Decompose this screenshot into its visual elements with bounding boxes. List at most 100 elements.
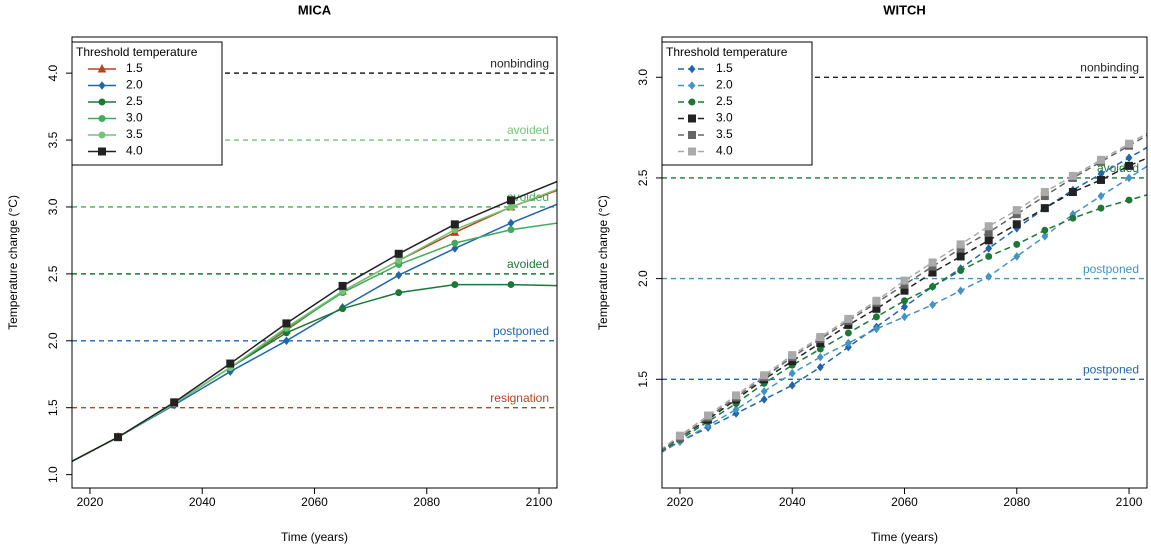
marker <box>732 405 740 414</box>
marker <box>648 452 655 459</box>
marker <box>844 338 852 348</box>
marker <box>1125 153 1133 163</box>
legend-label: 2.0 <box>126 78 143 92</box>
marker <box>1041 226 1049 234</box>
marker <box>957 267 965 275</box>
legend-label: 2.0 <box>716 78 733 92</box>
marker <box>788 381 796 390</box>
marker <box>339 305 347 313</box>
marker <box>929 283 937 291</box>
x-axis-title: Time (years) <box>281 530 348 544</box>
legend-label: 3.5 <box>716 127 733 141</box>
marker <box>760 387 768 396</box>
marker <box>226 359 235 368</box>
marker <box>844 314 853 323</box>
marker <box>98 98 106 106</box>
marker <box>675 431 684 440</box>
threshold-label: avoided <box>507 190 549 204</box>
threshold-label: postponed <box>1083 262 1139 276</box>
marker <box>788 351 797 360</box>
marker <box>1013 240 1021 248</box>
legend-label: 4.0 <box>716 144 733 158</box>
marker <box>956 240 965 249</box>
marker <box>1096 155 1105 164</box>
marker <box>704 411 713 420</box>
marker <box>395 270 403 280</box>
marker <box>984 236 993 245</box>
marker <box>844 329 852 337</box>
marker <box>688 98 696 106</box>
marker <box>98 81 106 90</box>
marker <box>1012 206 1021 215</box>
series-line <box>72 222 557 463</box>
legend: Threshold temperature 1.5 2.0 2.5 3.0 3.5 4.0 <box>661 41 813 166</box>
marker <box>1040 204 1049 213</box>
marker <box>984 222 993 231</box>
marker <box>395 289 403 297</box>
marker <box>1125 161 1134 170</box>
marker <box>872 324 880 334</box>
marker <box>564 219 570 225</box>
marker <box>1097 191 1105 201</box>
plot-frame <box>661 36 1148 489</box>
y-tick-label: 3.5 <box>46 131 60 148</box>
y-tick-label: 3.0 <box>46 198 60 215</box>
marker <box>649 452 655 459</box>
chart-title: WITCH <box>883 2 926 17</box>
marker <box>1068 171 1077 180</box>
marker <box>985 272 993 281</box>
threshold-label: resignation <box>490 391 549 405</box>
marker <box>338 281 347 290</box>
marker <box>957 286 965 295</box>
marker <box>1125 139 1134 148</box>
marker <box>98 131 106 139</box>
marker <box>1096 175 1105 184</box>
plot-area <box>72 174 571 463</box>
marker <box>564 174 571 181</box>
chart-title: MICA <box>298 2 332 17</box>
marker <box>928 258 937 267</box>
marker <box>985 244 993 253</box>
x-tick-label: 2020 <box>667 495 694 509</box>
marker <box>1069 214 1077 222</box>
marker <box>1041 232 1049 241</box>
y-tick-label: 1.5 <box>46 399 60 416</box>
marker <box>564 183 571 190</box>
legend-label: 2.5 <box>716 94 733 108</box>
threshold-label: nonbinding <box>490 56 549 70</box>
marker <box>507 281 515 289</box>
x-tick-label: 2100 <box>526 495 553 509</box>
marker <box>732 391 741 400</box>
marker <box>282 319 291 328</box>
marker <box>1125 196 1133 204</box>
marker <box>507 218 515 228</box>
marker <box>872 313 880 321</box>
marker <box>985 252 993 260</box>
legend-title: Threshold temperature <box>666 45 788 59</box>
marker <box>816 352 824 362</box>
x-tick-label: 2100 <box>1116 495 1143 509</box>
marker <box>98 147 106 156</box>
x-tick-label: 2080 <box>413 495 440 509</box>
marker <box>760 371 769 380</box>
marker <box>1125 173 1133 183</box>
marker <box>170 398 179 407</box>
marker <box>688 64 696 74</box>
marker <box>451 239 459 247</box>
marker <box>98 115 106 122</box>
series-line <box>662 157 1147 451</box>
y-tick-label: 1.0 <box>46 466 60 483</box>
legend: Threshold temperature 1.5 2.0 2.5 3.0 3.5 4.0 <box>71 41 223 166</box>
marker <box>451 244 459 253</box>
legend-label: 3.0 <box>126 111 143 125</box>
threshold-label: postponed <box>1083 362 1139 376</box>
y-tick-label: 2.5 <box>636 169 650 186</box>
x-tick-label: 2020 <box>77 495 104 509</box>
y-tick-label: 2.5 <box>46 265 60 282</box>
legend-box <box>661 41 813 166</box>
marker <box>649 455 655 461</box>
x-tick-label: 2060 <box>301 495 328 509</box>
legend-label: 3.5 <box>126 127 143 141</box>
legend-label: 2.5 <box>126 94 143 108</box>
marker <box>395 257 403 264</box>
